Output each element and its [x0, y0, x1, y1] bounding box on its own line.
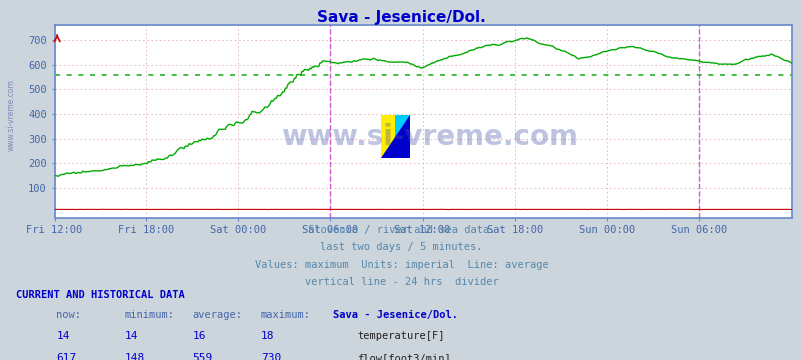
Text: 148: 148	[124, 353, 144, 360]
Text: 14: 14	[56, 331, 70, 341]
Text: 14: 14	[124, 331, 138, 341]
Text: 730: 730	[261, 353, 281, 360]
Polygon shape	[381, 115, 409, 158]
Text: Sava - Jesenice/Dol.: Sava - Jesenice/Dol.	[333, 310, 458, 320]
FancyBboxPatch shape	[395, 115, 409, 158]
Text: 617: 617	[56, 353, 76, 360]
Text: last two days / 5 minutes.: last two days / 5 minutes.	[320, 242, 482, 252]
Text: maximum:: maximum:	[261, 310, 310, 320]
Text: Slovenia / river and sea data.: Slovenia / river and sea data.	[307, 225, 495, 235]
Text: now:: now:	[56, 310, 81, 320]
Text: minimum:: minimum:	[124, 310, 174, 320]
Text: Sava - Jesenice/Dol.: Sava - Jesenice/Dol.	[317, 10, 485, 25]
Text: temperature[F]: temperature[F]	[357, 331, 444, 341]
Text: 16: 16	[192, 331, 206, 341]
Text: 559: 559	[192, 353, 213, 360]
Text: 18: 18	[261, 331, 274, 341]
Text: www.si-vreme.com: www.si-vreme.com	[281, 123, 577, 151]
Text: CURRENT AND HISTORICAL DATA: CURRENT AND HISTORICAL DATA	[16, 290, 184, 300]
Text: Values: maximum  Units: imperial  Line: average: Values: maximum Units: imperial Line: av…	[254, 260, 548, 270]
Text: flow[foot3/min]: flow[foot3/min]	[357, 353, 451, 360]
Text: vertical line - 24 hrs  divider: vertical line - 24 hrs divider	[304, 277, 498, 287]
Text: average:: average:	[192, 310, 242, 320]
FancyBboxPatch shape	[381, 115, 395, 158]
Text: www.si-vreme.com: www.si-vreme.com	[6, 79, 15, 151]
